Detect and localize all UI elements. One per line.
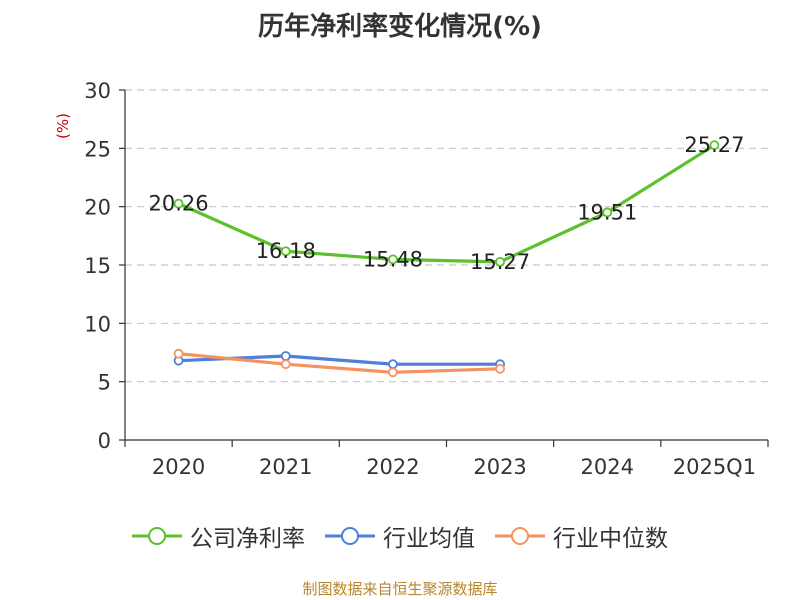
legend-item-industry-median[interactable]: 行业中位数 [495, 519, 668, 553]
axes: 0 5 10 15 20 25 30 2020 2021 2022 2023 2024 2025Q1 [84, 79, 769, 479]
data-label: 15.27 [470, 250, 530, 274]
y-tick-label: 0 [98, 429, 111, 453]
data-point [280, 246, 291, 257]
legend-line-icon [495, 527, 545, 545]
series-0 [173, 140, 720, 267]
x-tick-label: 2021 [259, 455, 312, 479]
x-tick-label: 2023 [473, 455, 526, 479]
gridlines [125, 89, 768, 383]
data-labels: 20.26 16.18 15.48 15.27 19.51 25.27 [149, 133, 745, 274]
y-tick-label: 5 [98, 371, 111, 395]
legend-item-industry-avg[interactable]: 行业均值 [325, 519, 475, 553]
legend-line-icon [132, 527, 182, 545]
data-point [495, 363, 505, 374]
x-tick-label: 2024 [581, 455, 634, 479]
data-point [173, 198, 184, 209]
data-point [709, 140, 720, 151]
legend-label-company: 公司净利率 [190, 526, 305, 552]
y-tick-label: 15 [84, 254, 111, 278]
x-tick-label: 2025Q1 [673, 455, 756, 479]
x-tick-label: 2022 [366, 455, 419, 479]
legend-label-industry-median: 行业中位数 [553, 526, 668, 552]
data-label: 19.51 [577, 200, 637, 224]
legend-label-industry-avg: 行业均值 [383, 526, 475, 552]
data-point [280, 359, 291, 370]
data-point [388, 359, 398, 370]
y-tick-label: 30 [84, 79, 111, 103]
legend-item-company[interactable]: 公司净利率 [132, 519, 305, 553]
data-point [602, 207, 613, 218]
series-2 [173, 348, 505, 378]
y-tick-label: 20 [84, 196, 111, 220]
legend: 公司净利率 行业均值 行业中位数 [0, 518, 800, 554]
series-line [178, 352, 501, 374]
series-layer [173, 140, 720, 378]
series-line [177, 143, 716, 264]
y-tick-label: 25 [84, 137, 111, 161]
y-axis-unit: (%) [54, 113, 72, 139]
data-point [173, 348, 184, 359]
data-label: 25.27 [684, 133, 744, 157]
data-label: 16.18 [256, 239, 316, 263]
data-point [495, 256, 505, 267]
data-label: 20.26 [149, 192, 209, 216]
data-point [280, 351, 291, 361]
data-source-note: 制图数据来自恒生聚源数据库 [302, 580, 498, 598]
y-tick-label: 10 [84, 312, 111, 336]
data-point [388, 254, 398, 265]
x-tick-label: 2020 [152, 455, 205, 479]
series-1 [173, 351, 505, 370]
chart-title: 历年净利率变化情况(%) [258, 12, 542, 42]
data-label: 15.48 [363, 247, 423, 271]
legend-line-icon [325, 527, 375, 545]
data-point [388, 367, 398, 378]
